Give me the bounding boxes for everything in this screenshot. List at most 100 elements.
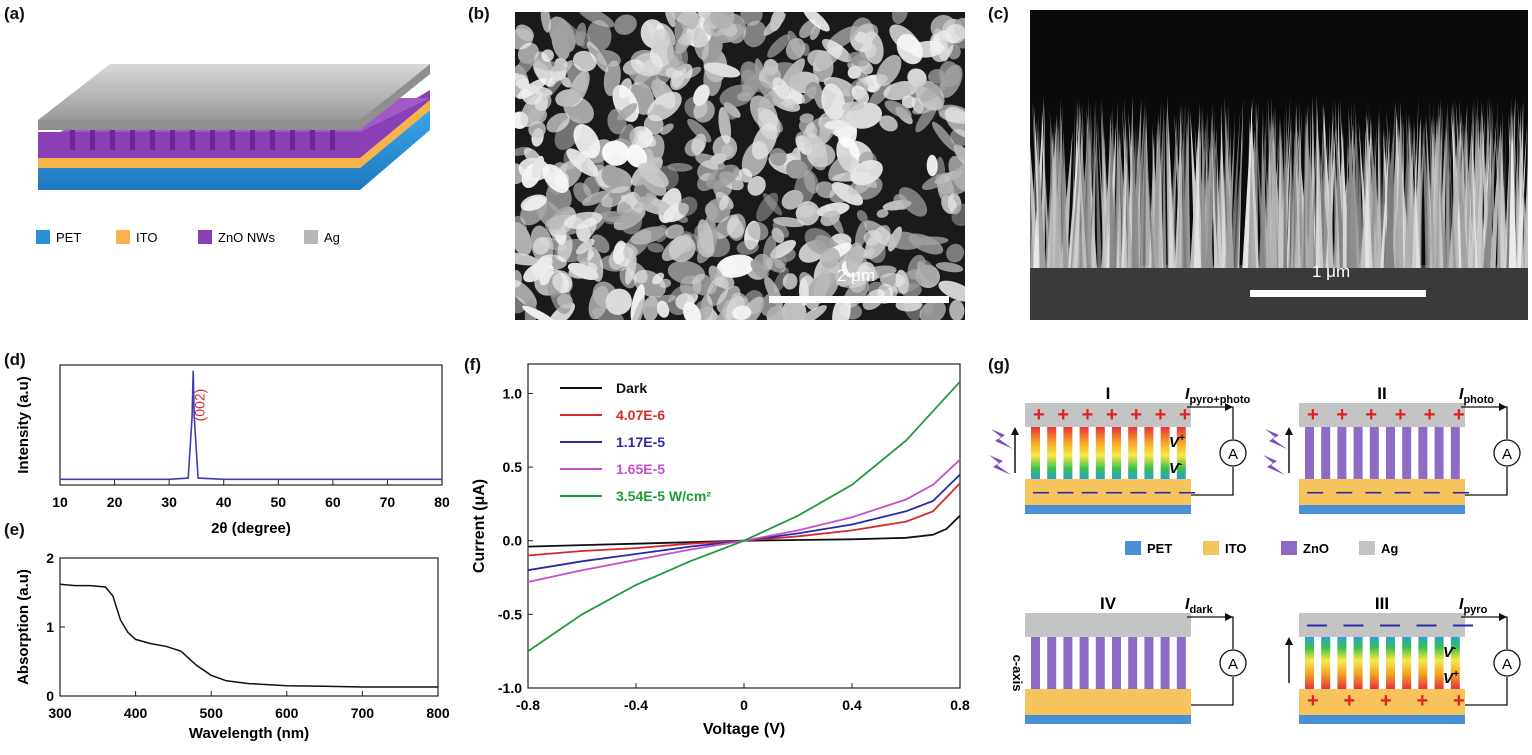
current-label: Iphoto bbox=[1459, 386, 1494, 406]
nanowire-column bbox=[1220, 102, 1227, 269]
nanorod-grain bbox=[527, 107, 548, 125]
current-label: Idark bbox=[1185, 596, 1214, 616]
nanorod-grain bbox=[710, 153, 727, 165]
zno-nanowire bbox=[1418, 637, 1428, 689]
ag-electrode bbox=[1299, 403, 1465, 427]
zno-nanowire bbox=[1047, 637, 1057, 689]
zno-nanowire bbox=[1386, 427, 1395, 479]
nanorod-grain bbox=[582, 190, 610, 206]
zno-nanowire bbox=[1369, 427, 1379, 479]
nanorod-grain bbox=[578, 12, 615, 28]
charge-sign: — bbox=[1057, 484, 1073, 501]
nanowire-column bbox=[1380, 122, 1391, 268]
nanorod-grain bbox=[719, 195, 729, 211]
nanorod-grain bbox=[630, 49, 663, 77]
nanorod-grain bbox=[772, 221, 790, 238]
nanorod-grain bbox=[515, 24, 534, 42]
nanorod-grain bbox=[668, 235, 696, 263]
circuit-wire bbox=[1465, 467, 1508, 496]
nanorod-grain bbox=[868, 82, 892, 107]
charge-sign: + bbox=[1424, 404, 1436, 426]
nanowire-column bbox=[1315, 110, 1320, 268]
nanorod-grain bbox=[666, 39, 689, 71]
nanowire-column bbox=[1404, 118, 1411, 268]
zno-nanowire bbox=[1112, 427, 1121, 479]
nanorod-grain bbox=[763, 59, 779, 75]
panel-g-mechanism: I A Ipyro+photo + + + + + + + — — — — — — — V+ V- II A Iphoto… bbox=[985, 355, 1532, 750]
nanowire-column bbox=[1260, 107, 1267, 269]
zno-nanowire bbox=[1128, 427, 1138, 479]
nanowire-column bbox=[1287, 105, 1297, 268]
charge-sign: + bbox=[1155, 404, 1167, 426]
sem-cross-image bbox=[1030, 95, 1528, 320]
ammeter bbox=[1219, 649, 1247, 677]
zno-nanowire bbox=[1144, 427, 1154, 479]
nanorod-grain bbox=[573, 182, 592, 204]
nanorod-grain bbox=[736, 240, 759, 255]
charge-sign: — bbox=[1106, 484, 1122, 501]
nanorod-grain bbox=[938, 280, 965, 302]
nanowire-column bbox=[1500, 128, 1509, 268]
nanowire-column bbox=[1256, 126, 1266, 268]
circuit-wire bbox=[1465, 677, 1508, 706]
y-tick-label: 0.0 bbox=[503, 533, 523, 549]
nanorod-grain bbox=[879, 115, 898, 132]
nanorod-grain bbox=[605, 288, 632, 316]
nanorod-grain bbox=[953, 144, 965, 169]
zno-nanowire bbox=[1112, 637, 1121, 689]
charge-sign: + bbox=[1336, 404, 1348, 426]
nanorod-grain bbox=[944, 23, 965, 44]
nanorod-grain bbox=[596, 50, 621, 67]
nanorod-grain bbox=[630, 297, 646, 320]
x-tick-label: 10 bbox=[52, 494, 68, 510]
nanorod-grain bbox=[714, 214, 739, 240]
ammeter-label: A bbox=[1502, 446, 1512, 463]
nanorod-grain bbox=[797, 305, 827, 320]
x-tick-label: -0.4 bbox=[624, 697, 648, 713]
panel-a-schematic: PET ITO ZnO NWs Ag bbox=[30, 50, 450, 320]
nanowire-column bbox=[1036, 117, 1046, 268]
legend-label: 1.17E-5 bbox=[616, 434, 665, 450]
nanowire-column bbox=[1368, 123, 1377, 268]
zno-nanowire bbox=[1450, 427, 1460, 479]
nanorod-grain bbox=[864, 265, 897, 279]
device-schematic: PET ITO ZnO NWs Ag bbox=[36, 64, 430, 245]
nanowire-column bbox=[1392, 127, 1398, 268]
x-tick-label: 300 bbox=[48, 705, 72, 721]
nanowire-column bbox=[1161, 118, 1167, 268]
nanorod-grain bbox=[915, 103, 938, 133]
nanorod-grain bbox=[821, 83, 845, 120]
legend-label-zno: ZnO NWs bbox=[218, 230, 276, 245]
charge-sign: — bbox=[1033, 484, 1049, 501]
nanorod-grain bbox=[613, 240, 627, 265]
charge-sign: + bbox=[1033, 404, 1045, 426]
nanowire-column bbox=[1409, 119, 1418, 268]
zno-nanowire bbox=[1353, 427, 1363, 479]
nanowire-column bbox=[1271, 110, 1278, 269]
nanorod-grain bbox=[616, 191, 639, 215]
ag-electrode bbox=[1299, 613, 1465, 637]
nanorod-grain bbox=[747, 176, 766, 196]
charge-sign: + bbox=[1453, 404, 1465, 426]
nanorod-grain bbox=[664, 12, 676, 28]
x-tick-label: 500 bbox=[200, 705, 224, 721]
nanowire-column bbox=[1474, 115, 1485, 268]
scalebar-c-label: 1 μm bbox=[1312, 262, 1351, 281]
plot-frame bbox=[59, 364, 443, 486]
nanowire-column bbox=[1303, 111, 1306, 268]
circuit-wire bbox=[1191, 467, 1234, 496]
charge-sign: + bbox=[1344, 690, 1356, 712]
series-line bbox=[527, 459, 961, 583]
x-tick-label: 0.4 bbox=[842, 697, 862, 713]
x-axis-label: 2θ (degree) bbox=[211, 520, 291, 537]
charge-sign: — bbox=[1424, 484, 1440, 501]
nanowire-column bbox=[1369, 113, 1383, 268]
charge-sign: + bbox=[1380, 690, 1392, 712]
nanorod-grain bbox=[748, 79, 771, 93]
state-roman: I bbox=[1106, 384, 1111, 403]
y-tick-label: 0.5 bbox=[503, 459, 523, 475]
light-icon bbox=[1265, 429, 1287, 449]
nanorod-grain bbox=[687, 118, 712, 143]
zno-nanowire bbox=[1160, 427, 1170, 479]
x-tick-label: 400 bbox=[124, 705, 148, 721]
